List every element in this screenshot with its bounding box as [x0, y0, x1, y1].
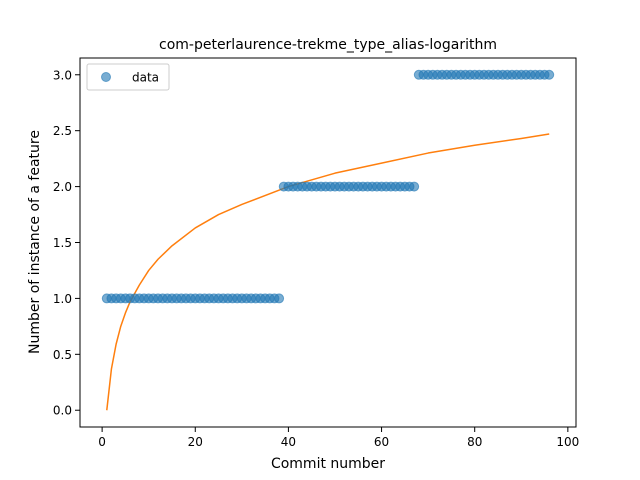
fit-curve: [106, 133, 550, 411]
legend-box: [86, 63, 170, 91]
y-tick-label: 0.0: [53, 404, 72, 418]
plot-background: [80, 58, 576, 427]
data-point: [274, 293, 285, 304]
x-tick-label: 80: [467, 435, 482, 449]
y-tick-label: 2.5: [53, 124, 72, 138]
y-tick-label: 2.0: [53, 180, 72, 194]
data-point: [409, 181, 420, 192]
data-point: [544, 69, 555, 80]
legend: data: [86, 63, 170, 91]
legend-marker-data: [101, 72, 111, 82]
y-tick-label: 1.5: [53, 236, 72, 250]
x-axis-label: Commit number: [271, 456, 385, 472]
chart-title: com-peterlaurence-trekme_type_alias-loga…: [159, 37, 497, 53]
y-axis-label: Number of instance of a feature: [27, 130, 43, 354]
legend-label-data: data: [132, 71, 159, 85]
scatter-points-layer: [101, 69, 555, 304]
x-tick-label: 0: [98, 435, 106, 449]
x-tick-label: 20: [188, 435, 203, 449]
y-tick-label: 3.0: [53, 68, 72, 82]
plot-area: [80, 58, 576, 427]
y-axis-ticks: 0.0 0.5 1.0 1.5 2.0 2.5 3.0: [53, 68, 80, 418]
x-tick-label: 40: [281, 435, 296, 449]
fit-curve-layer: [106, 133, 550, 411]
y-tick-label: 1.0: [53, 292, 72, 306]
y-tick-label: 0.5: [53, 348, 72, 362]
x-tick-label: 100: [556, 435, 579, 449]
x-tick-label: 60: [374, 435, 389, 449]
x-axis-ticks: 0 20 40 60 80 100: [98, 427, 579, 449]
